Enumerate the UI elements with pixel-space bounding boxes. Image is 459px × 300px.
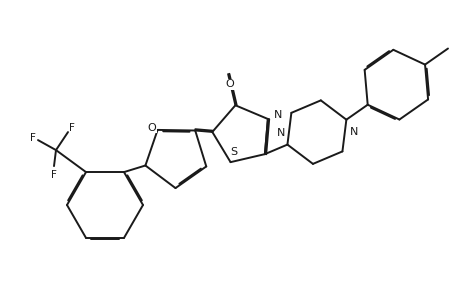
Text: N: N (349, 127, 358, 137)
Text: F: F (69, 123, 75, 133)
Text: N: N (273, 110, 281, 120)
Text: F: F (30, 133, 36, 143)
Text: S: S (230, 147, 236, 157)
Text: O: O (147, 123, 156, 133)
Text: N: N (277, 128, 285, 138)
Text: O: O (225, 79, 234, 89)
Text: F: F (51, 170, 57, 180)
